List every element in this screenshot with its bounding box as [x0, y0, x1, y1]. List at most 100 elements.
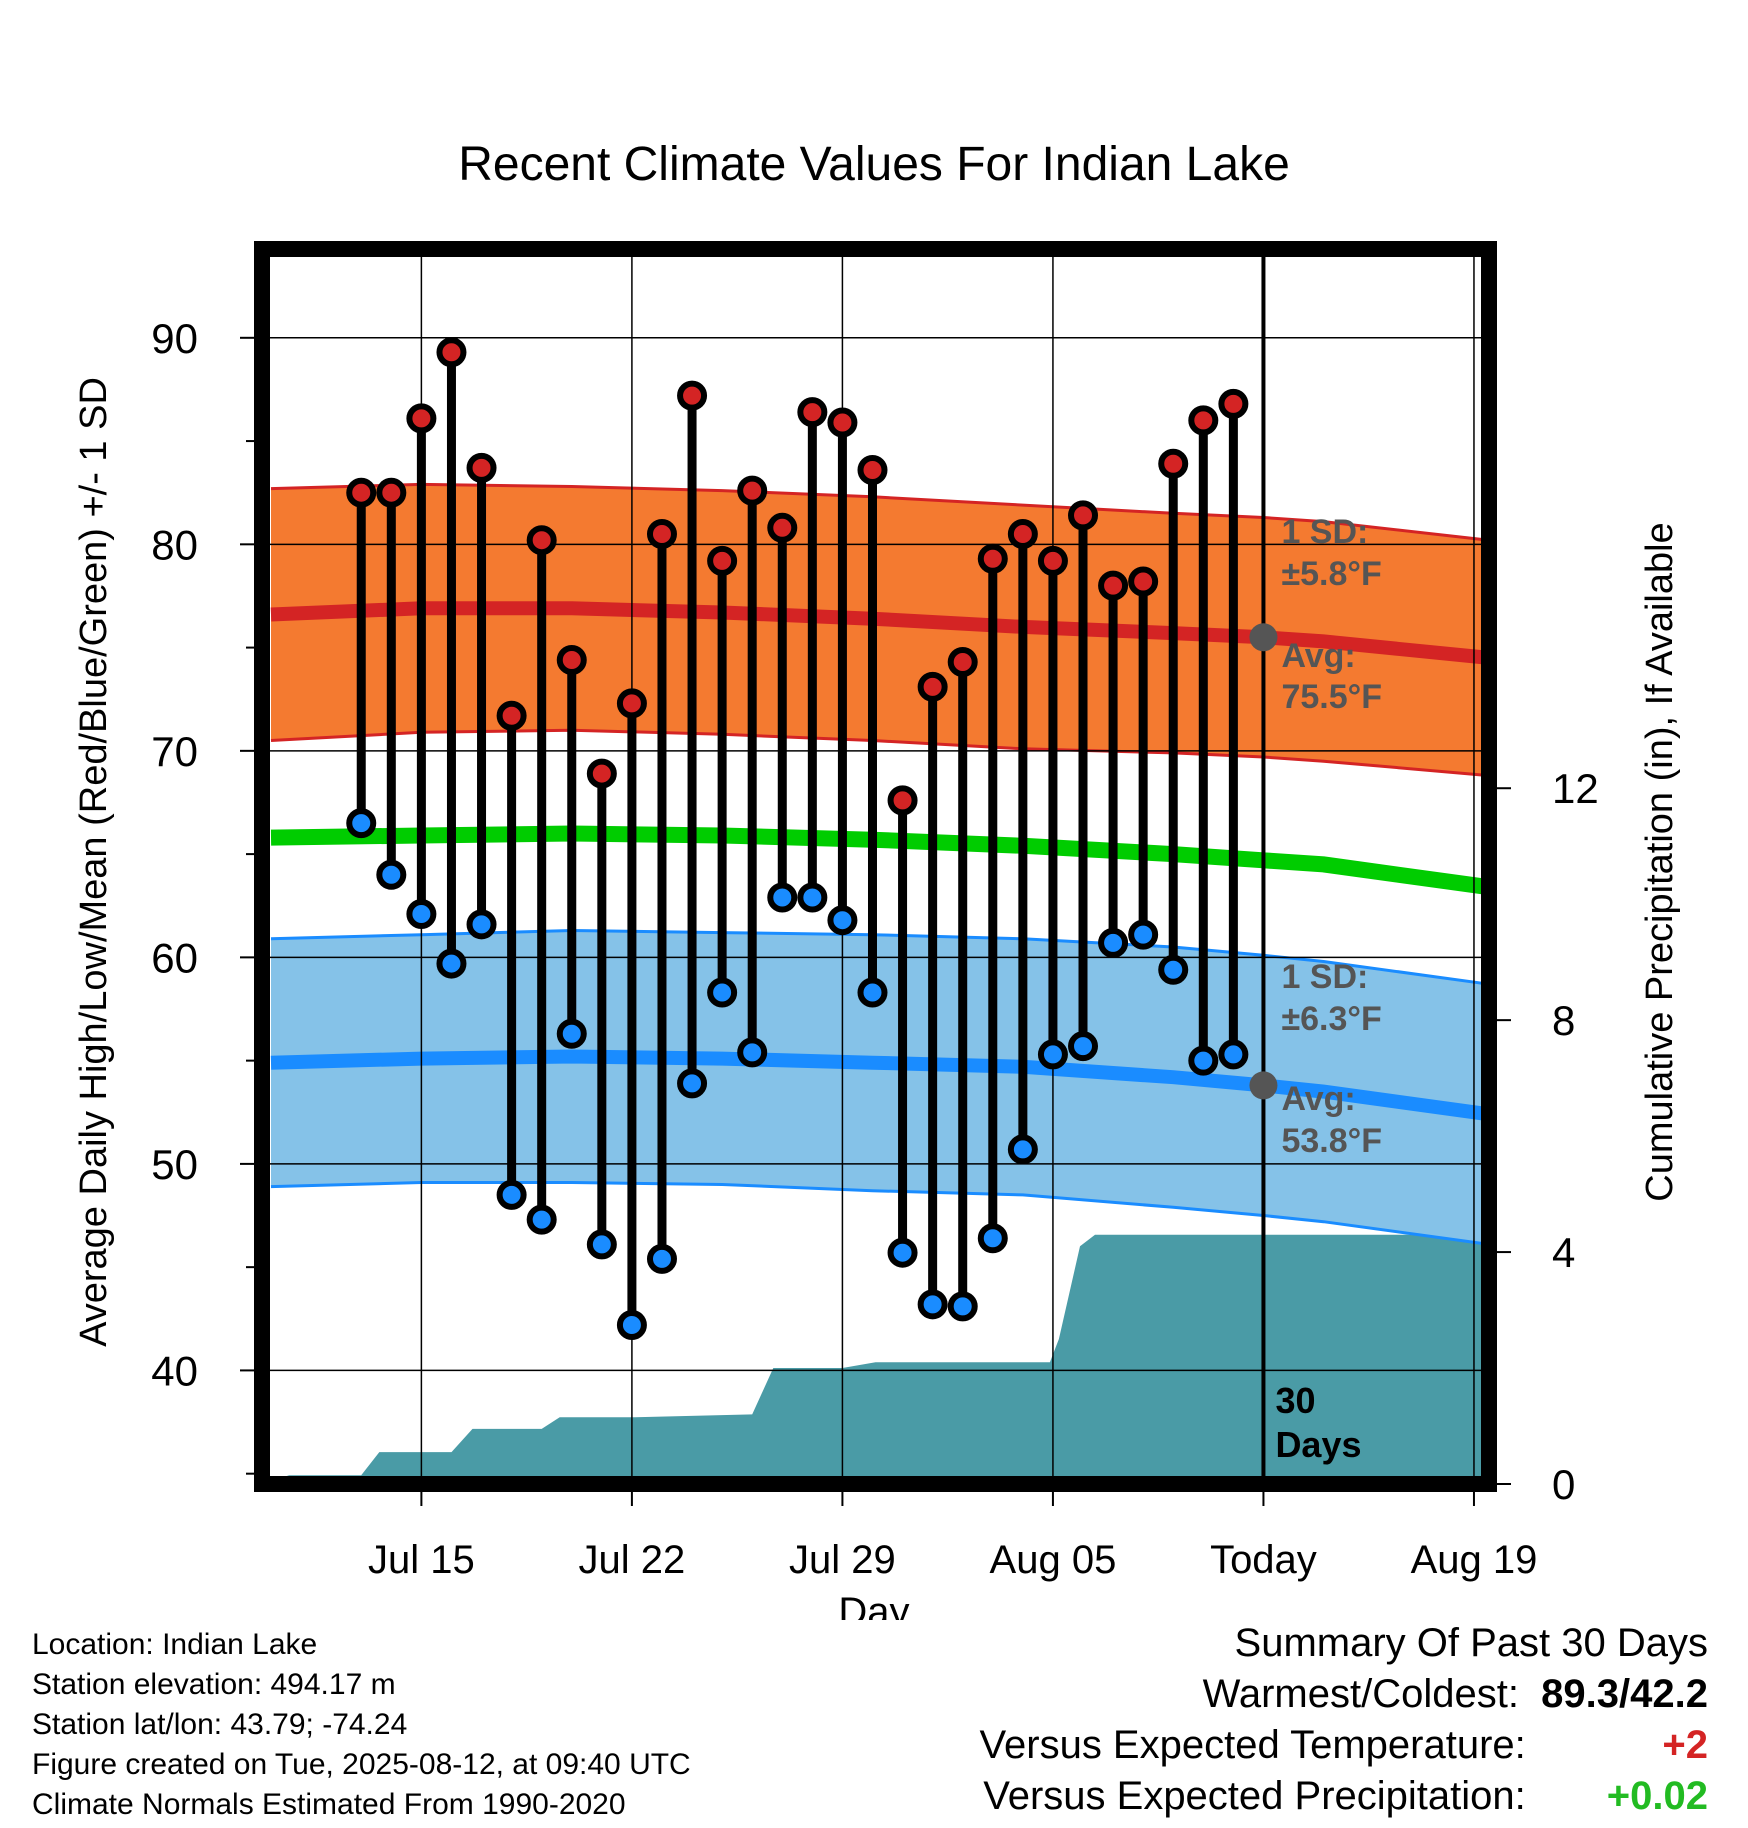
- summary-precip-value: +0.02: [1606, 1774, 1708, 1818]
- low-avg-value: 53.8°F: [1281, 1122, 1382, 1160]
- daily-high-point: [556, 644, 587, 675]
- summary-temp-value: +2: [1662, 1723, 1708, 1767]
- y-tick-label: 80: [151, 521, 198, 568]
- y2-tick-label: 8: [1552, 997, 1575, 1044]
- daily-high-point: [526, 525, 557, 556]
- daily-high-point: [406, 403, 437, 434]
- high-sd-value: ±5.8°F: [1281, 555, 1381, 593]
- x-tick-label: Aug 19: [1411, 1538, 1538, 1582]
- daily-low-point: [1218, 1039, 1249, 1070]
- x-tick-label: Aug 05: [990, 1538, 1117, 1582]
- daily-low-point: [917, 1289, 948, 1320]
- daily-low-point: [1098, 927, 1129, 958]
- daily-low-point: [707, 977, 738, 1008]
- daily-low-point: [977, 1223, 1008, 1254]
- daily-low-point: [586, 1229, 617, 1260]
- info-location: Location: Indian Lake: [32, 1628, 318, 1661]
- daily-high-point: [1098, 570, 1129, 601]
- daily-high-point: [436, 337, 467, 368]
- mean-normal-line: [270, 825, 1491, 896]
- y2-tick-label: 4: [1552, 1229, 1575, 1276]
- daily-low-point: [677, 1068, 708, 1099]
- high-sd-lower-line: [270, 728, 1490, 778]
- today-high-normal-marker: [1249, 623, 1278, 652]
- daily-low-point: [466, 909, 497, 940]
- daily-high-point: [1188, 405, 1219, 436]
- daily-high-point: [376, 477, 407, 508]
- daily-low-point: [827, 905, 858, 936]
- daily-high-point: [737, 475, 768, 506]
- info-elevation: Station elevation: 494.17 m: [32, 1668, 396, 1701]
- daily-low-point: [616, 1309, 647, 1340]
- climate-chart: Recent Climate Values For Indian Lake 1 …: [73, 138, 1681, 1620]
- high-avg-label: Avg:: [1281, 637, 1355, 675]
- daily-high-point: [1158, 448, 1189, 479]
- y-tick-label: 90: [151, 315, 198, 362]
- daily-low-point: [526, 1204, 557, 1235]
- summary-warm-cold-label: Warmest/Coldest:: [1202, 1672, 1519, 1716]
- daily-low-point: [737, 1037, 768, 1068]
- daily-high-point: [767, 512, 798, 543]
- daily-low-point: [857, 977, 888, 1008]
- daily-high-point: [857, 454, 888, 485]
- summary-title: Summary Of Past 30 Days: [1234, 1621, 1708, 1665]
- info-normals: Climate Normals Estimated From 1990-2020: [32, 1788, 626, 1821]
- daily-high-point: [677, 380, 708, 411]
- summary-precip-label: Versus Expected Precipitation:: [983, 1774, 1526, 1818]
- low-avg-label: Avg:: [1281, 1080, 1355, 1118]
- daily-low-point: [1037, 1039, 1068, 1070]
- daily-high-point: [1218, 388, 1249, 419]
- daily-low-point: [797, 882, 828, 913]
- y-axis-label: Average Daily High/Low/Mean (Red/Blue/Gr…: [73, 377, 115, 1347]
- daily-high-point: [466, 452, 497, 483]
- daily-high-point: [1128, 566, 1159, 597]
- low-sd-upper-line: [270, 928, 1490, 986]
- daily-low-point: [1007, 1134, 1038, 1165]
- today-low-normal-marker: [1249, 1071, 1278, 1100]
- y-tick-label: 40: [151, 1347, 198, 1394]
- summary-precip: Versus Expected Precipitation: +0.02: [980, 1771, 1708, 1822]
- days-unit-label: Days: [1275, 1424, 1361, 1465]
- daily-high-point: [586, 758, 617, 789]
- daily-low-point: [346, 808, 377, 839]
- low-sd-value: ±6.3°F: [1281, 1000, 1381, 1038]
- daily-low-point: [1068, 1031, 1099, 1062]
- info-latlon: Station lat/lon: 43.79; -74.24: [32, 1708, 408, 1741]
- daily-low-point: [646, 1243, 677, 1274]
- y-tick-label: 70: [151, 728, 198, 775]
- summary-panel: Summary Of Past 30 Days Warmest/Coldest:…: [980, 1618, 1708, 1822]
- low-sd-lower-line: [270, 1181, 1490, 1246]
- x-tick-label: Jul 29: [789, 1538, 896, 1582]
- daily-high-point: [887, 785, 918, 816]
- y-tick-label: 50: [151, 1141, 198, 1188]
- daily-high-point: [346, 477, 377, 508]
- daily-high-point: [646, 519, 677, 549]
- daily-high-point: [797, 397, 828, 428]
- days-count-label: 30: [1275, 1380, 1315, 1421]
- daily-low-point: [436, 948, 467, 979]
- daily-low-point: [1188, 1045, 1219, 1076]
- x-tick-label: Jul 22: [579, 1538, 686, 1582]
- low-normal-line: [270, 1049, 1490, 1122]
- y-tick-label: 60: [151, 934, 198, 981]
- summary-warm-cold: Warmest/Coldest: 89.3/42.2: [980, 1669, 1708, 1720]
- daily-high-point: [827, 407, 858, 438]
- y2-axis-label: Cumulative Precipitation (in), If Availa…: [1639, 522, 1681, 1201]
- low-sd-label: 1 SD:: [1281, 958, 1368, 996]
- daily-low-point: [556, 1018, 587, 1049]
- precip-area: [262, 1234, 1489, 1484]
- info-created: Figure created on Tue, 2025-08-12, at 09…: [32, 1748, 691, 1781]
- daily-low-point: [1128, 919, 1159, 950]
- plot-frame: [254, 241, 1497, 1492]
- daily-high-point: [1037, 545, 1068, 576]
- high-avg-value: 75.5°F: [1281, 678, 1382, 716]
- daily-low-point: [1158, 954, 1189, 985]
- daily-low-point: [496, 1179, 527, 1210]
- x-axis-label: Day: [838, 1590, 909, 1620]
- daily-high-point: [496, 700, 527, 731]
- high-normal-line: [270, 601, 1490, 665]
- x-tick-label: Today: [1210, 1538, 1317, 1582]
- summary-warm-cold-value: 89.3/42.2: [1541, 1672, 1708, 1716]
- daily-high-point: [707, 545, 738, 576]
- daily-low-point: [887, 1237, 918, 1268]
